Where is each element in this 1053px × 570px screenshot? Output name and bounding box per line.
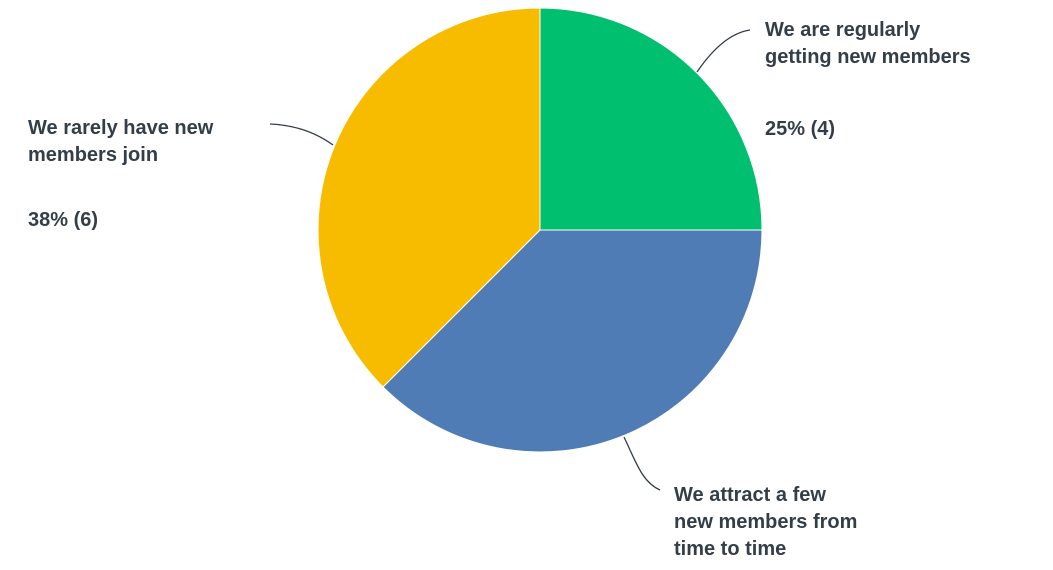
slice-value-regularly: 25% (4) [765,118,836,140]
leader-line-regularly [696,29,751,73]
slice-label-attract: We attract a few new members from time t… [674,484,858,560]
pie-slice-rarely [317,7,541,388]
leader-line-attract [623,436,661,491]
slice-value-rarely: 38% (6) [28,209,99,231]
leader-line-rarely [269,123,334,146]
slice-label-regularly: We are regularly getting new members [765,19,971,68]
pie-slice-regularly [539,7,763,231]
pie-slices [317,7,763,453]
pie-slice-attract [382,229,763,453]
leader-lines [269,29,751,491]
slice-label-rarely: We rarely have new members join [28,117,214,166]
